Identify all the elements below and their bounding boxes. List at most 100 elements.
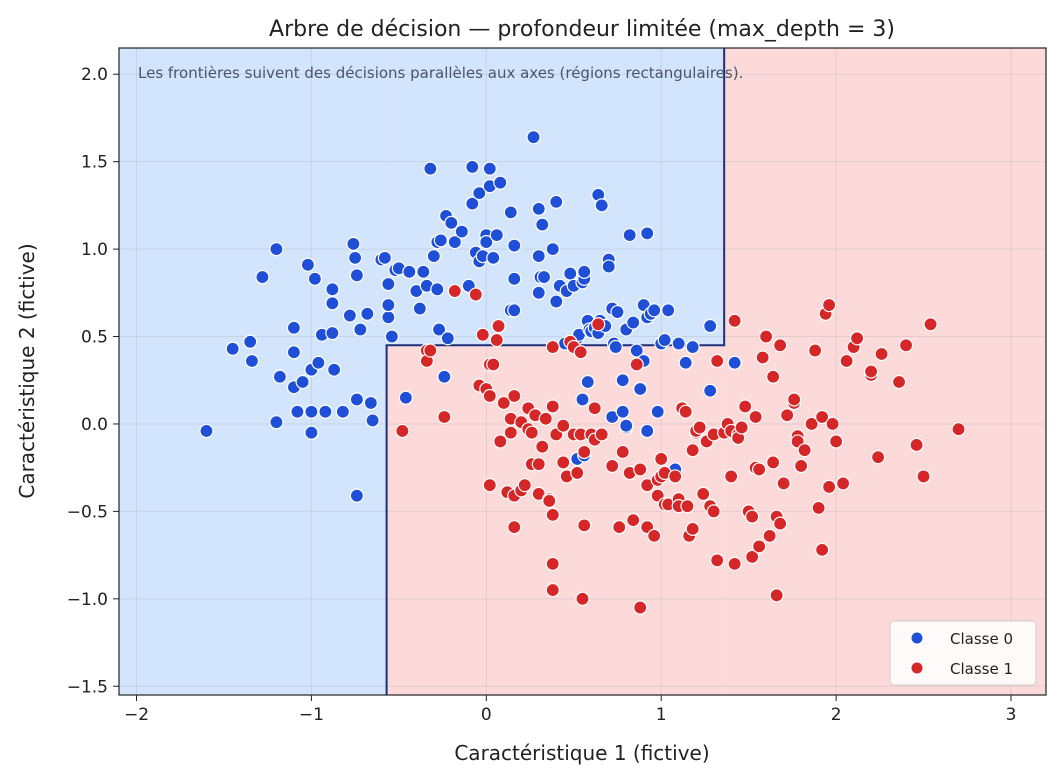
y-tick-label: 0.5: [81, 328, 108, 348]
point-classe-1: [538, 411, 553, 426]
point-classe-0: [349, 392, 364, 407]
point-classe-1: [570, 465, 585, 481]
point-classe-1: [680, 499, 695, 514]
legend-box: [889, 620, 1037, 686]
point-classe-1: [647, 528, 662, 543]
point-classe-1: [496, 395, 511, 411]
point-classe-0: [619, 418, 634, 433]
x-tick-label: 0: [481, 705, 492, 725]
chart-title: Arbre de décision — profondeur limitée (…: [269, 17, 895, 42]
point-classe-1: [577, 444, 592, 460]
point-classe-0: [615, 404, 630, 419]
point-classe-0: [531, 248, 546, 264]
point-classe-0: [412, 301, 427, 316]
point-classe-1: [594, 427, 609, 442]
point-classe-1: [724, 469, 739, 484]
point-classe-1: [605, 458, 620, 474]
x-tick-label: −2: [124, 705, 149, 725]
point-classe-0: [526, 130, 541, 145]
y-tick-label: −1.0: [67, 590, 108, 610]
point-classe-0: [507, 303, 522, 318]
point-classe-1: [545, 339, 560, 355]
point-classe-1: [734, 420, 749, 435]
point-classe-0: [307, 271, 322, 286]
point-classe-0: [365, 413, 380, 428]
point-classe-1: [507, 520, 522, 535]
point-classe-0: [622, 228, 637, 243]
point-classe-1: [503, 425, 518, 440]
point-classe-1: [780, 408, 795, 423]
point-classe-0: [342, 308, 357, 323]
point-classe-0: [381, 310, 396, 325]
point-classe-1: [870, 450, 886, 465]
point-classe-1: [475, 327, 490, 342]
x-tick-label: 3: [1006, 705, 1017, 725]
point-classe-0: [447, 235, 462, 250]
point-classe-0: [650, 404, 665, 419]
point-classe-1: [633, 462, 648, 477]
point-classe-1: [577, 518, 592, 533]
point-classe-1: [797, 443, 812, 458]
point-classe-0: [472, 186, 487, 201]
point-classe-1: [804, 416, 819, 432]
point-classe-1: [710, 553, 725, 568]
point-classe-0: [325, 282, 340, 297]
point-classe-0: [290, 404, 305, 419]
point-classe-1: [863, 364, 879, 379]
point-classe-1: [727, 556, 742, 571]
point-classe-0: [454, 224, 469, 239]
legend-marker-classe-1: [910, 661, 924, 675]
x-tick-label: −1: [299, 705, 324, 725]
point-classe-1: [556, 455, 571, 470]
point-classe-1: [839, 353, 854, 369]
point-classe-0: [381, 297, 396, 313]
scatter-points: [199, 130, 966, 615]
point-classe-0: [327, 362, 342, 377]
point-classe-1: [486, 357, 501, 372]
point-classe-0: [199, 423, 214, 439]
point-classe-1: [909, 437, 924, 453]
point-classe-0: [640, 226, 655, 241]
point-classe-1: [612, 520, 627, 535]
point-classe-0: [615, 373, 630, 388]
point-classe-1: [489, 332, 504, 348]
point-classe-0: [269, 241, 284, 257]
point-classe-0: [311, 355, 326, 370]
point-classe-0: [272, 369, 288, 384]
point-classe-0: [601, 259, 616, 274]
point-classe-1: [762, 528, 777, 543]
point-classe-0: [381, 276, 396, 292]
point-classe-1: [794, 458, 809, 474]
point-classe-0: [575, 392, 590, 407]
point-classe-0: [244, 353, 260, 369]
point-classe-1: [874, 346, 889, 362]
point-classe-0: [349, 488, 364, 503]
point-classe-1: [591, 317, 606, 332]
point-classe-0: [286, 345, 302, 360]
region-class-0: [119, 48, 387, 695]
point-classe-1: [773, 338, 788, 353]
point-classe-0: [629, 343, 644, 358]
point-classe-0: [325, 296, 340, 311]
point-classe-0: [349, 268, 364, 283]
point-classe-1: [685, 521, 700, 536]
point-classe-1: [710, 353, 725, 369]
point-classe-1: [891, 374, 907, 390]
point-classe-1: [545, 556, 560, 571]
point-classe-0: [444, 215, 459, 230]
point-classe-1: [696, 486, 711, 502]
point-classe-1: [545, 507, 560, 522]
point-classe-1: [531, 457, 546, 472]
point-classe-1: [685, 443, 700, 458]
point-classe-0: [269, 415, 284, 430]
point-classe-0: [431, 322, 447, 337]
point-classe-1: [545, 399, 560, 414]
point-classe-1: [776, 476, 791, 491]
point-classe-1: [923, 317, 938, 332]
point-classe-0: [335, 404, 350, 419]
point-classe-0: [479, 235, 494, 250]
point-classe-0: [703, 383, 718, 398]
point-classe-0: [626, 315, 641, 330]
y-axis-label: Caractéristique 2 (fictive): [15, 243, 39, 498]
point-classe-0: [255, 269, 270, 285]
